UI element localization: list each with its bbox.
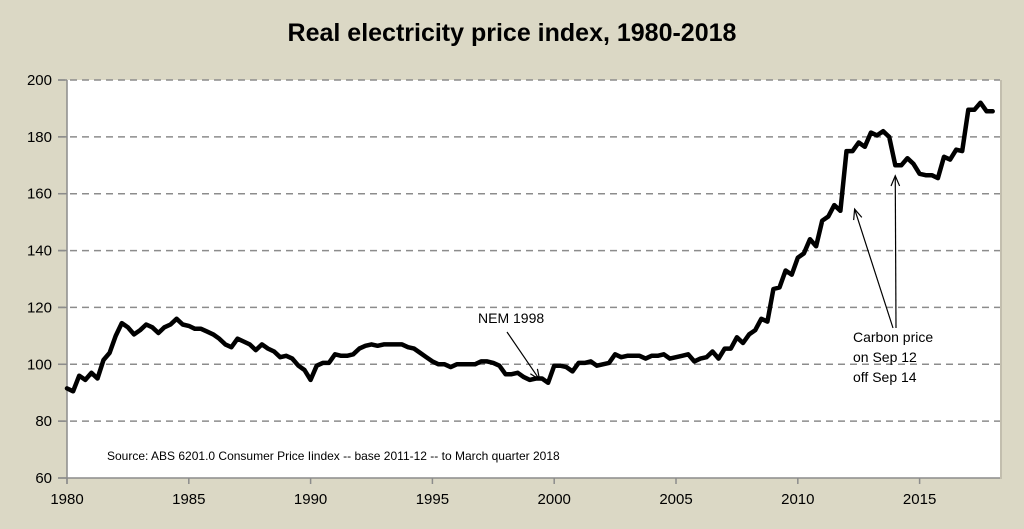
x-tick-label-2015: 2015 bbox=[903, 491, 936, 508]
y-tick-label-80: 80 bbox=[35, 413, 52, 430]
annotation-carbon-line-1: Carbon price bbox=[853, 329, 933, 345]
y-tick-label-180: 180 bbox=[27, 129, 52, 146]
annotation-carbon-line-2: on Sep 12 bbox=[853, 349, 917, 365]
arrow-carbon-off-shaft bbox=[894, 175, 897, 329]
x-tick-label-1985: 1985 bbox=[172, 491, 205, 508]
annotation-carbon-line-3: off Sep 14 bbox=[853, 369, 917, 385]
arrow-nem-1998-shaft bbox=[506, 331, 541, 380]
y-tick-label-140: 140 bbox=[27, 243, 52, 260]
y-tick-label-160: 160 bbox=[27, 186, 52, 203]
arrow-nem-1998 bbox=[506, 331, 541, 381]
y-tick-label-100: 100 bbox=[27, 356, 52, 373]
source-note: Source: ABS 6201.0 Consumer Price Iindex… bbox=[107, 449, 560, 463]
chart-title: Real electricity price index, 1980-2018 bbox=[288, 19, 737, 47]
y-axis-ticks: 60 80 100 120 140 160 180 200 bbox=[27, 72, 67, 487]
arrow-carbon-on-shaft bbox=[854, 208, 894, 329]
y-tick-label-200: 200 bbox=[27, 72, 52, 89]
arrow-carbon-on-head bbox=[853, 207, 863, 221]
x-axis-ticks: 1980 1985 1990 1995 2000 2005 2010 2015 bbox=[50, 478, 936, 508]
axes bbox=[58, 80, 1002, 484]
annotations: NEM 1998 Carbon price on Sep 12 off Sep … bbox=[478, 174, 933, 385]
x-tick-label-1995: 1995 bbox=[416, 491, 449, 508]
plot-area bbox=[67, 80, 1000, 478]
arrow-carbon-on bbox=[853, 207, 894, 329]
arrow-carbon-off-head bbox=[890, 174, 901, 187]
annotation-nem-1998: NEM 1998 bbox=[478, 310, 544, 326]
series-group bbox=[64, 100, 995, 394]
y-tick-label-120: 120 bbox=[27, 299, 52, 316]
gridlines bbox=[58, 79, 1000, 422]
x-tick-label-1980: 1980 bbox=[50, 491, 83, 508]
y-tick-label-60: 60 bbox=[35, 470, 52, 487]
arrow-nem-1998-head bbox=[530, 368, 541, 381]
x-tick-label-2000: 2000 bbox=[538, 491, 571, 508]
x-tick-label-1990: 1990 bbox=[294, 491, 327, 508]
x-tick-label-2010: 2010 bbox=[781, 491, 814, 508]
arrow-carbon-off bbox=[890, 174, 901, 329]
x-tick-label-2005: 2005 bbox=[659, 491, 692, 508]
series-line-0 bbox=[64, 100, 995, 394]
